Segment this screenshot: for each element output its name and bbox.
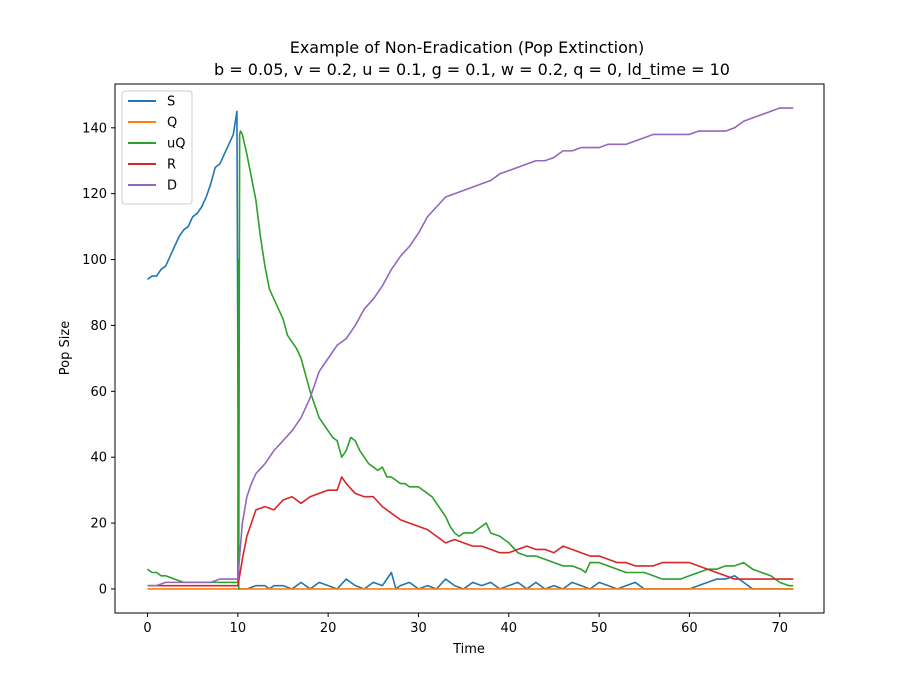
y-tick-label: 80	[90, 319, 107, 334]
legend-box	[121, 90, 193, 205]
y-tick-label: 0	[99, 582, 107, 597]
x-axis: 0 10 20 30 40 50 60 70	[143, 613, 788, 636]
legend-label-uq: uQ	[167, 137, 185, 152]
y-tick-label: 60	[90, 385, 107, 400]
x-tick-label: 50	[591, 621, 608, 636]
series-line-d	[147, 107, 794, 587]
x-tick-label: 10	[230, 621, 247, 636]
plot-area	[147, 107, 794, 590]
x-tick-label: 70	[771, 621, 788, 636]
x-tick-label: 20	[320, 621, 337, 636]
y-tick-label: 20	[90, 517, 107, 532]
chart-subtitle: b = 0.05, v = 0.2, u = 0.1, g = 0.1, w =…	[214, 60, 730, 80]
plot-frame	[114, 83, 825, 614]
legend-label-q: Q	[167, 116, 177, 131]
legend-label-s: S	[167, 95, 175, 110]
x-axis-label: Time	[452, 642, 485, 657]
y-tick-label: 140	[82, 121, 107, 136]
y-tick-label: 100	[82, 253, 107, 268]
chart-title: Example of Non-Eradication (Pop Extincti…	[290, 38, 645, 57]
legend-label-r: R	[167, 158, 176, 173]
y-tick-label: 120	[82, 187, 107, 202]
x-tick-label: 40	[501, 621, 518, 636]
x-tick-label: 30	[410, 621, 427, 636]
y-tick-label: 40	[90, 451, 107, 466]
x-tick-label: 0	[143, 621, 151, 636]
y-axis: 0 20 40 60 80 100 120 140	[82, 121, 115, 597]
legend-label-d: D	[167, 179, 177, 194]
series-line-r	[147, 476, 794, 587]
x-tick-label: 60	[681, 621, 698, 636]
series-line-uq	[147, 130, 794, 590]
y-axis-label: Pop Size	[58, 321, 73, 375]
series-line-s	[147, 110, 794, 590]
